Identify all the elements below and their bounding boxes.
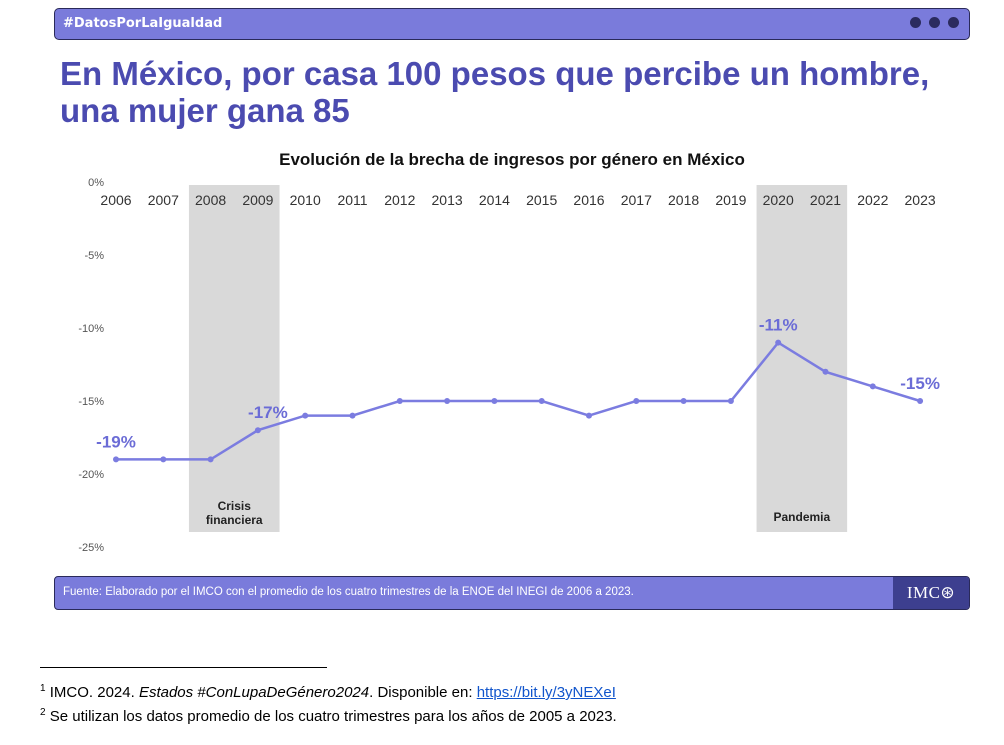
data-point — [349, 412, 356, 419]
shaded-period-label: Pandemia — [773, 510, 830, 524]
x-tick-label: 2023 — [905, 192, 936, 208]
data-point — [302, 412, 309, 419]
data-label: -11% — [759, 316, 798, 335]
x-tick-label: 2015 — [526, 192, 557, 208]
dot-icon — [910, 17, 921, 28]
footnote-2-text: Se utilizan los datos promedio de los cu… — [45, 708, 617, 725]
footnote-1-post: . Disponible en: — [369, 684, 477, 701]
x-tick-label: 2021 — [810, 192, 841, 208]
x-tick-label: 2009 — [242, 192, 273, 208]
shaded-period-label: Crisis financiera — [206, 499, 263, 527]
footnote-1-title: Estados #ConLupaDeGénero2024 — [138, 684, 370, 701]
footnote-1-link[interactable]: https://bit.ly/3yNEXeI — [476, 684, 616, 701]
data-point — [633, 398, 640, 404]
dot-icon — [948, 17, 959, 28]
data-point — [680, 398, 687, 404]
data-point — [727, 398, 734, 404]
x-tick-label: 2018 — [668, 192, 699, 208]
data-label: -17% — [248, 403, 288, 422]
hashtag-label: #DatosPorLaIgualdad — [63, 16, 223, 31]
source-bar: Fuente: Elaborado por el IMCO con el pro… — [54, 576, 970, 610]
line-chart: Crisis financiera Pandemia Evolución de la … — [78, 150, 940, 554]
data-point — [160, 456, 167, 463]
data-point — [822, 368, 829, 375]
series-line — [116, 340, 921, 461]
x-tick-label: 2008 — [195, 192, 226, 208]
data-point — [869, 383, 876, 390]
x-tick-label: 2019 — [715, 192, 746, 208]
footnote-2: 2 Se utilizan los datos promedio de los … — [40, 707, 617, 725]
data-label: -19% — [96, 432, 136, 451]
x-tick-label: 2013 — [432, 192, 463, 208]
shaded-period — [188, 185, 280, 532]
x-tick-label: 2017 — [621, 192, 652, 208]
data-label: -15% — [900, 374, 940, 393]
footnote-1-pre: IMCO. 2024. — [45, 684, 139, 701]
y-tick-label: 0% — [88, 177, 104, 189]
y-tick-label: -10% — [78, 323, 104, 335]
x-tick-label: 2007 — [148, 192, 179, 208]
data-point — [586, 412, 592, 419]
data-point — [113, 456, 119, 463]
x-tick-label: 2010 — [290, 192, 321, 208]
x-tick-label: 2016 — [573, 192, 604, 208]
footnote-1: 1 IMCO. 2024. Estados #ConLupaDeGénero20… — [40, 683, 616, 701]
footnote-2-mark: 2 — [40, 707, 46, 718]
footnote-rule — [40, 667, 327, 668]
x-tick-label: 2011 — [337, 192, 367, 208]
footnote-1-mark: 1 — [40, 683, 46, 694]
x-tick-label: 2014 — [479, 192, 510, 208]
window-dots — [910, 17, 959, 28]
x-tick-label: 2022 — [857, 192, 888, 208]
data-point — [775, 339, 782, 346]
data-point — [207, 456, 214, 463]
data-point — [254, 427, 261, 434]
y-tick-label: -25% — [78, 542, 104, 554]
data-point — [491, 398, 498, 404]
data-point — [444, 398, 451, 404]
y-tick-label: -15% — [78, 396, 104, 408]
x-tick-label: 2012 — [384, 192, 415, 208]
hashtag-bar: #DatosPorLaIgualdad — [54, 8, 970, 40]
imco-logo: IMC⊛ — [893, 577, 969, 609]
y-tick-label: -5% — [84, 250, 104, 262]
x-tick-label: 2020 — [763, 192, 794, 208]
headline: En México, por casa 100 pesos que percib… — [60, 55, 930, 129]
data-point — [538, 398, 545, 404]
x-tick-label: 2006 — [100, 192, 131, 208]
chart-title: Evolución de la brecha de ingresos por g… — [279, 150, 745, 169]
y-tick-label: -20% — [78, 469, 104, 481]
source-text: Fuente: Elaborado por el IMCO con el pro… — [63, 586, 634, 598]
data-point — [396, 398, 403, 404]
dot-icon — [929, 17, 940, 28]
data-point — [917, 398, 924, 404]
